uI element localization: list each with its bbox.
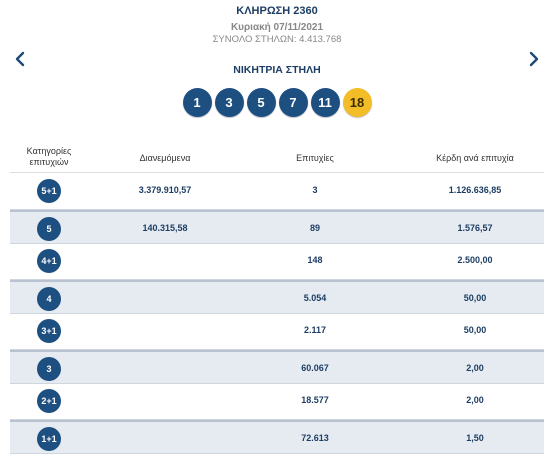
header-prize: Κέρδη ανά επιτυχία — [436, 153, 514, 163]
joker-number-ball: 18 — [342, 88, 372, 117]
prize-per-winner: 2.500,00 — [457, 255, 493, 265]
chevron-left-icon — [15, 51, 25, 67]
winners-count: 89 — [309, 222, 320, 233]
table-row: 2+1 18.577 2,00 — [10, 384, 544, 420]
winning-number-ball: 11 — [310, 88, 340, 117]
winners-count: 18.577 — [301, 395, 329, 405]
winners-count: 72.613 — [301, 432, 329, 443]
prize-per-winner: 50,00 — [463, 325, 487, 335]
winning-number-ball: 1 — [182, 88, 212, 117]
prize-per-winner: 2,00 — [466, 395, 484, 405]
category-badge: 3+1 — [37, 319, 61, 343]
table-row: 3+1 2.117 50,00 — [10, 314, 544, 350]
prize-per-winner: 2,00 — [466, 362, 484, 373]
winners-count: 60.067 — [301, 362, 329, 373]
previous-draw-button[interactable] — [12, 48, 28, 70]
category-badge: 4 — [37, 286, 61, 311]
results-table-header: Κατηγορίες επιτυχιών Διανεμόμενα Επιτυχί… — [10, 146, 544, 173]
prize-per-winner: 1.576,57 — [457, 222, 493, 233]
next-draw-button[interactable] — [526, 48, 542, 70]
winners-count: 2.117 — [303, 325, 327, 335]
chevron-right-icon — [529, 51, 539, 67]
draw-total-columns: ΣΥΝΟΛΟ ΣΤΗΛΩΝ: 4.413.768 — [212, 34, 342, 45]
category-badge: 3 — [37, 356, 61, 381]
category-badge: 4+1 — [37, 249, 61, 273]
winners-count: 5.054 — [303, 292, 327, 303]
category-badge: 5+1 — [37, 179, 61, 203]
prize-per-winner: 1.126.636,85 — [448, 185, 502, 195]
winning-number-ball: 3 — [214, 88, 244, 117]
header-distributed: Διανεμόμενα — [139, 153, 191, 163]
prize-per-winner: 1,50 — [466, 432, 484, 443]
table-row: 4+1 148 2.500,00 — [10, 244, 544, 280]
draw-title: ΚΛΗΡΩΣΗ 2360 — [236, 5, 318, 17]
winning-numbers: 1 3 5 7 11 18 — [0, 88, 554, 117]
winners-count: 3 — [312, 185, 318, 195]
table-row: 3 60.067 2,00 — [10, 349, 544, 384]
table-row: 4 5.054 50,00 — [10, 279, 544, 314]
category-badge: 2+1 — [37, 389, 61, 413]
draw-date: Κυριακή 07/11/2021 — [230, 22, 324, 33]
results-table-body: 5+1 3.379.910,57 3 1.126.636,85 5 140.31… — [10, 174, 544, 454]
category-badge: 1+1 — [37, 426, 61, 451]
winning-number-ball: 5 — [246, 88, 276, 117]
distributed-amount: 140.315,58 — [142, 222, 188, 233]
distributed-amount: 3.379.910,57 — [138, 185, 192, 195]
header-winners: Επιτυχίες — [296, 153, 334, 163]
category-badge: 5 — [37, 216, 61, 241]
table-row: 5+1 3.379.910,57 3 1.126.636,85 — [10, 174, 544, 210]
prize-per-winner: 50,00 — [463, 292, 487, 303]
table-row: 5 140.315,58 89 1.576,57 — [10, 209, 544, 244]
winners-count: 148 — [307, 255, 323, 265]
winning-number-ball: 7 — [278, 88, 308, 117]
draw-header: ΚΛΗΡΩΣΗ 2360 Κυριακή 07/11/2021 ΣΥΝΟΛΟ Σ… — [0, 4, 554, 46]
winning-column-title: ΝΙΚΗΤΡΙΑ ΣΤΗΛΗ — [233, 64, 321, 76]
header-category: Κατηγορίες επιτυχιών — [26, 146, 72, 167]
table-row: 1+1 72.613 1,50 — [10, 419, 544, 454]
